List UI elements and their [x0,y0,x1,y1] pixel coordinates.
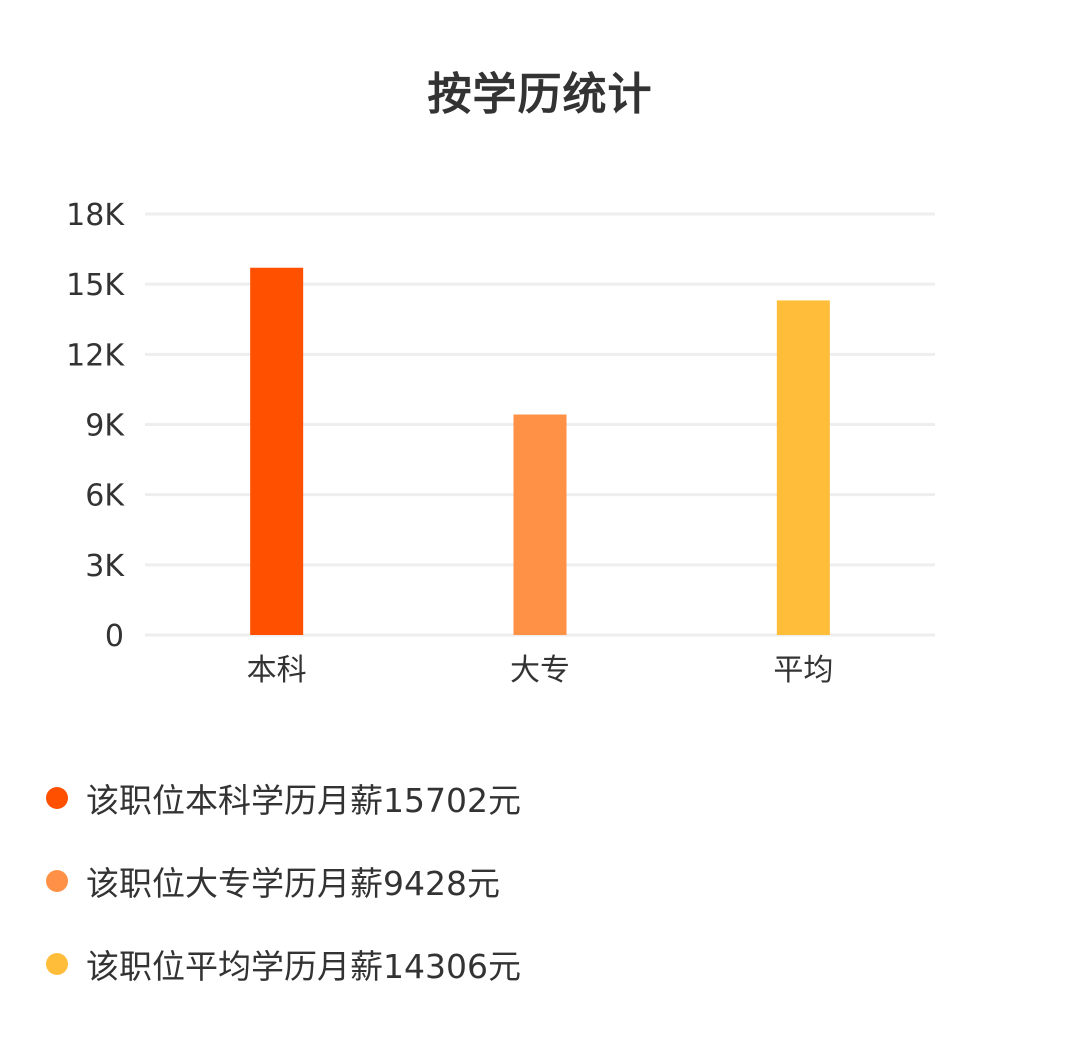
y-tick-label: 18K [66,198,125,233]
bar [250,267,304,635]
y-tick-label: 15K [66,268,125,303]
x-tick-label: 平均 [773,653,833,688]
bar [513,414,567,635]
y-tick-label: 3K [85,549,125,584]
legend-item-associate: 该职位大专学历月薪9428元 [46,851,946,911]
legend-label: 该职位大专学历月薪9428元 [86,864,500,903]
y-tick-label: 0 [105,619,124,654]
y-tick-label: 12K [66,338,125,373]
legend-dot-icon [46,953,68,975]
bar [776,300,830,635]
legend-label: 该职位平均学历月薪14306元 [86,947,521,986]
legend-dot-icon [46,787,68,809]
y-tick-label: 9K [85,409,125,444]
x-tick-label: 本科 [247,653,307,688]
bar-chart: 0 3K 6K 9K 12K 15K 18K 本科 大专 平均 [66,198,935,688]
legend-dot-icon [46,870,68,892]
legend-item-average: 该职位平均学历月薪14306元 [46,934,946,994]
legend-label: 该职位本科学历月薪15702元 [86,781,521,820]
chart-title: 按学历统计 [427,69,653,120]
legend-item-bachelor: 该职位本科学历月薪15702元 [46,768,946,828]
x-tick-label: 大专 [510,653,570,688]
y-tick-label: 6K [85,479,125,514]
